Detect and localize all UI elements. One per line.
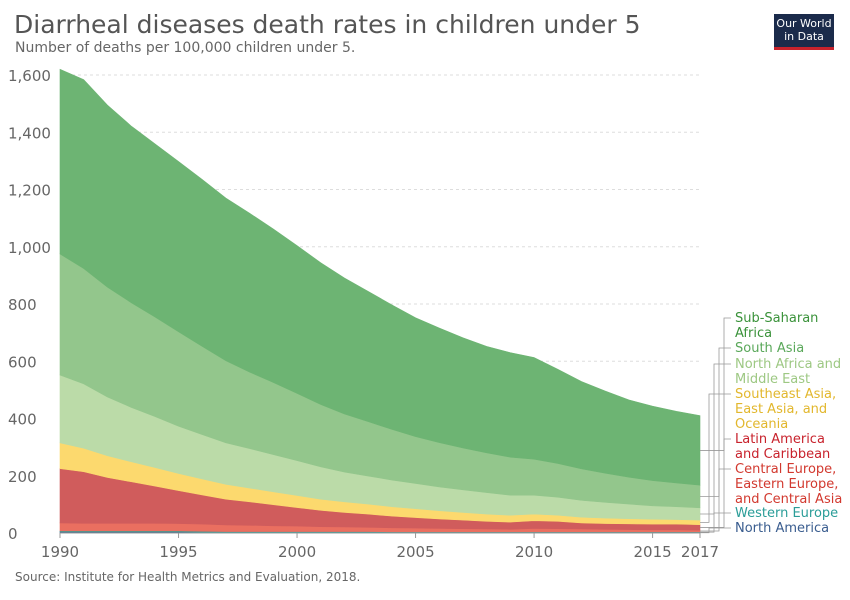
legend-label-line: and Central Asia	[735, 492, 842, 507]
legend-label[interactable]: North America	[735, 521, 829, 536]
legend-leader-line	[700, 317, 731, 451]
y-tick-label: 400	[8, 411, 37, 429]
legend-label-line: East Asia, and	[735, 402, 827, 417]
area-series	[59, 68, 701, 534]
axes: 0 200 400 600 800 1,000 1,200 1,400 1,600 1990 199…	[8, 67, 719, 561]
legend-label[interactable]: Central Europe, Eastern Europe, and Centra…	[735, 462, 842, 507]
source-note[interactable]: Source: Institute for Health Metrics and…	[15, 570, 361, 584]
y-tick-label: 200	[8, 468, 37, 486]
area-series-7[interactable]	[59, 68, 701, 486]
legend-label-line: Central Europe,	[735, 462, 836, 477]
legend-label-line: Oceania	[735, 417, 788, 432]
legend-leader-line	[700, 347, 731, 497]
legend-label-line: Middle East	[735, 372, 810, 387]
legend-label-line: North Africa and	[735, 357, 841, 372]
x-tick-label: 2017	[681, 543, 719, 561]
chart-subtitle: Number of deaths per 100,000 children un…	[15, 40, 356, 56]
legend-label-line: South Asia	[735, 341, 804, 356]
y-tick-label: 0	[8, 525, 18, 543]
legend-leader-line	[700, 393, 731, 523]
legend-leader-line	[700, 512, 731, 533]
legend-label[interactable]: North Africa and Middle East	[735, 357, 841, 387]
y-tick-label: 600	[8, 353, 37, 371]
legend-label-line: North America	[735, 521, 829, 536]
legend-label[interactable]: Sub-Saharan Africa	[735, 311, 818, 341]
x-tick-label: 2005	[396, 543, 434, 561]
legend-label[interactable]: Western Europe	[735, 506, 838, 521]
legend-label[interactable]: Latin America and Caribbean	[735, 432, 830, 462]
legend-label[interactable]: Southeast Asia, East Asia, and Oceania	[735, 387, 836, 432]
legend-leader-line	[700, 468, 731, 532]
legend-label[interactable]: South Asia	[735, 341, 804, 356]
legend-label-line: Sub-Saharan	[735, 311, 818, 326]
x-tick-label: 1995	[159, 543, 197, 561]
legend-label-line: Western Europe	[735, 506, 838, 521]
y-tick-label: 1,400	[8, 124, 51, 142]
legend-label-line: Southeast Asia,	[735, 387, 836, 402]
x-tick-label: 1990	[41, 543, 79, 561]
legend-label-line: Latin America	[735, 432, 825, 447]
legend-label-line: Africa	[735, 326, 772, 341]
y-tick-label: 800	[8, 296, 37, 314]
legend-label-line: Eastern Europe,	[735, 477, 838, 492]
legend-label-line: and Caribbean	[735, 447, 830, 462]
legend-leader-line	[700, 363, 731, 515]
legend-leader-line	[700, 527, 731, 534]
x-tick-label: 2015	[633, 543, 671, 561]
y-tick-label: 1,000	[8, 239, 51, 257]
y-tick-label: 1,600	[8, 67, 51, 85]
x-tick-label: 2010	[515, 543, 553, 561]
legend-leader-line	[700, 438, 731, 528]
y-tick-label: 1,200	[8, 182, 51, 200]
x-tick-label: 2000	[278, 543, 316, 561]
chart-title: Diarrheal diseases death rates in childr…	[14, 10, 641, 39]
owid-logo[interactable]: Our World in Data	[774, 14, 834, 50]
